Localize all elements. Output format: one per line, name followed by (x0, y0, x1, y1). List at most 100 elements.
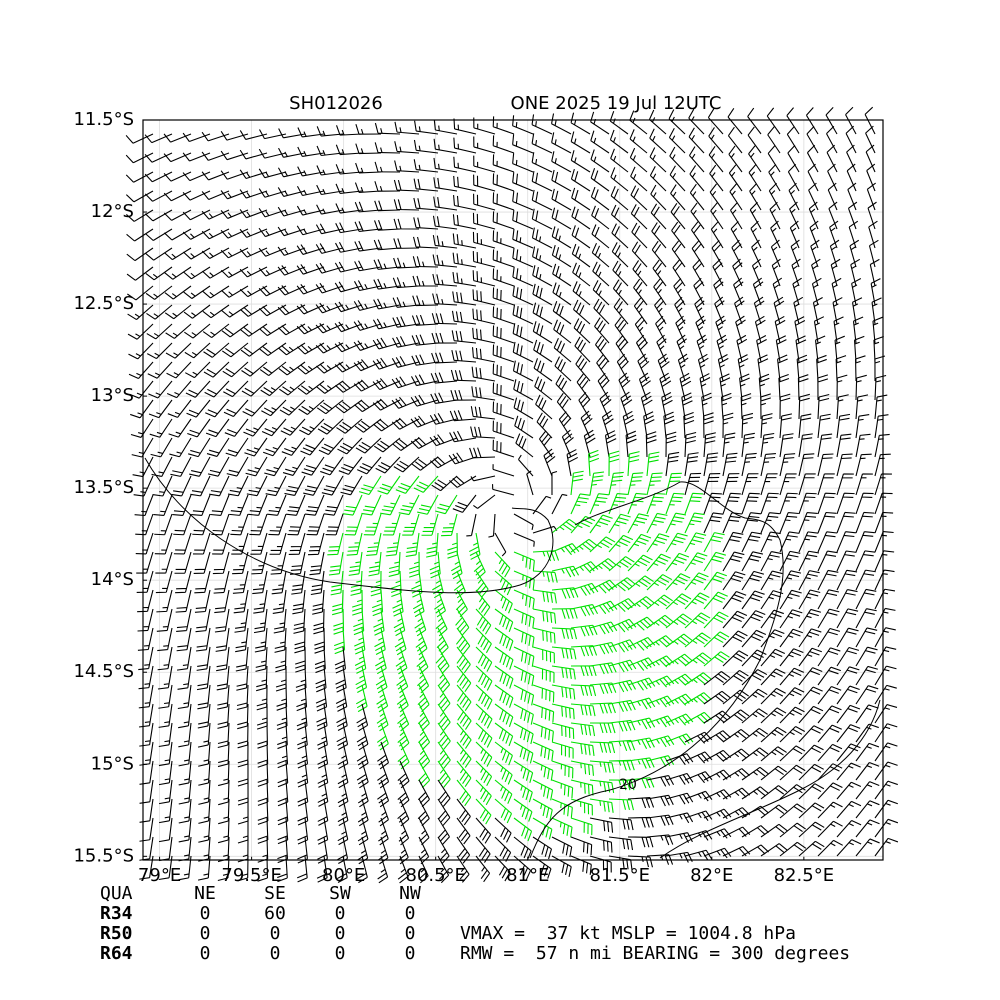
wind-barb (552, 301, 572, 325)
wind-barb (211, 513, 230, 536)
wind-barb (779, 628, 803, 648)
wind-barb (534, 376, 553, 401)
wind-barb (760, 432, 775, 458)
wind-barb (332, 589, 344, 616)
wind-barb (589, 702, 616, 714)
wind-barb (798, 393, 810, 420)
wind-barb (287, 513, 306, 536)
wind-barb (213, 570, 230, 594)
wind-barb (786, 107, 800, 135)
wind-barb (317, 760, 329, 788)
wind-barb (296, 323, 325, 335)
wind-barb (608, 679, 636, 693)
wind-barb (543, 448, 556, 477)
wind-barb (650, 184, 667, 211)
wind-barb (277, 722, 288, 750)
wind-barb (394, 121, 420, 135)
wind-barb (353, 300, 382, 311)
wind-barb (144, 171, 173, 183)
wind-barb (316, 380, 344, 394)
wind-barb (277, 167, 306, 178)
wind-barb (314, 627, 326, 654)
wind-barb (855, 665, 878, 686)
wind-barb (646, 675, 675, 688)
wind-barb (158, 741, 173, 767)
wind-barb (281, 437, 306, 456)
wind-barb (154, 513, 173, 536)
wind-barb (182, 228, 211, 240)
wind-barb (433, 196, 458, 211)
wind-barb (255, 646, 268, 672)
x-tick-label: 80°E (322, 865, 365, 886)
wind-barb (703, 492, 722, 515)
wind-barb (531, 189, 553, 211)
wind-barb (157, 646, 173, 671)
wind-barb (166, 361, 192, 379)
wind-barb (855, 646, 878, 667)
wind-barb (760, 473, 778, 496)
wind-barb (139, 798, 154, 823)
wind-barb (126, 247, 154, 262)
wind-barb (244, 437, 268, 457)
wind-barb (338, 456, 363, 475)
wind-barb (589, 662, 617, 675)
wind-barb (451, 350, 477, 363)
wind-barb (354, 399, 382, 413)
wind-barb (665, 673, 694, 686)
wind-barb (570, 836, 593, 856)
wind-barb (741, 669, 768, 686)
wind-barb (176, 627, 192, 652)
wind-barb (684, 711, 713, 724)
x-tick-label: 81.5°E (590, 865, 650, 886)
wind-barb (494, 608, 514, 633)
wind-barb (241, 361, 268, 377)
wind-barb (155, 551, 173, 574)
wind-barb (375, 456, 401, 474)
wind-barb (696, 334, 708, 363)
wind-barb (741, 747, 769, 762)
wind-barb (388, 551, 401, 578)
y-tick-label: 11.5°S (73, 109, 134, 130)
wind-barb (659, 372, 672, 401)
wind-barb (431, 313, 458, 325)
wind-barb (866, 182, 876, 211)
wind-barb (722, 473, 740, 496)
wind-barb (393, 179, 420, 192)
wind-barb (684, 612, 711, 629)
wind-barb (391, 356, 420, 368)
wind-barb (320, 456, 344, 476)
wind-barb (237, 722, 249, 749)
wind-barb (847, 182, 857, 211)
wind-barb (448, 452, 477, 465)
contour-line (529, 481, 784, 859)
wind-barb (165, 342, 192, 359)
wind-barb (513, 513, 534, 531)
wind-barb (855, 781, 880, 800)
wind-barb (453, 175, 477, 192)
wind-barb (551, 741, 574, 759)
wind-barb (798, 511, 818, 534)
wind-barb (373, 437, 401, 453)
wind-barb (432, 215, 458, 230)
wind-barb (157, 627, 173, 652)
wind-barb (779, 393, 791, 420)
wind-barb (452, 291, 477, 306)
wind-barb (449, 410, 477, 422)
wind-barb (611, 223, 629, 249)
wind-barb (512, 191, 534, 211)
wind-barb (397, 798, 410, 827)
wind-barb (627, 575, 654, 591)
wind-barb (855, 433, 871, 458)
wind-barb (292, 589, 306, 615)
wind-barb (836, 589, 858, 610)
storm-id: SH012026 (289, 93, 383, 114)
wind-barb (760, 648, 786, 667)
wind-barb (513, 646, 535, 667)
wind-barb (257, 741, 269, 768)
wind-barb (373, 239, 401, 251)
wind-barb (836, 839, 862, 857)
wind-barb (609, 129, 629, 154)
wind-barb (855, 453, 872, 477)
wind-barb (741, 452, 757, 477)
wind-barb (695, 315, 706, 344)
